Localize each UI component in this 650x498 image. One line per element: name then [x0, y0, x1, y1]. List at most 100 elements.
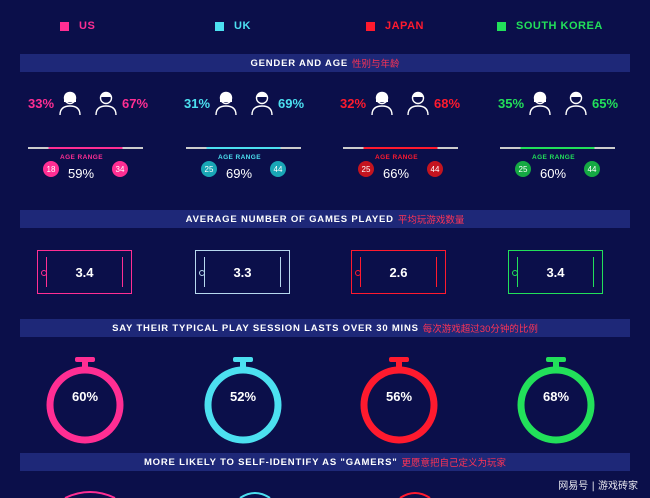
stopwatch-us: 60% — [45, 355, 125, 445]
section-header-games: AVERAGE NUMBER OF GAMES PLAYED 平均玩游戏数量 — [20, 210, 630, 228]
phone-card-south-korea: 3.4 — [508, 250, 603, 294]
age-range-label: AGE RANGE — [218, 154, 261, 161]
gender-row-uk: 31% 69% — [184, 90, 304, 116]
section-title: GENDER AND AGE — [250, 57, 349, 69]
female-person-icon — [371, 91, 393, 116]
age-max-pin: 34 — [112, 161, 128, 177]
legend-item-south-korea: SOUTH KOREA — [497, 20, 603, 32]
legend-label: JAPAN — [385, 20, 424, 32]
stopwatch-south-korea: 68% — [516, 355, 596, 445]
legend-swatch — [215, 21, 224, 31]
age-range-percent: 60% — [540, 166, 567, 181]
age-range-line — [28, 147, 143, 149]
phone-edge — [280, 257, 281, 287]
gamer-shape-uk — [239, 492, 271, 498]
age-min-pin: 25 — [201, 161, 217, 177]
male-person-icon — [565, 91, 587, 116]
age-min-pin: 18 — [43, 161, 59, 177]
male-percent: 69% — [278, 95, 305, 111]
section-title-cn: 平均玩游戏数量 — [397, 215, 465, 226]
stopwatch-icon — [46, 357, 124, 444]
legend-item-us: US — [60, 20, 95, 32]
age-range-uk: AGE RANGE 25 69% 44 — [186, 140, 326, 185]
gender-row-japan: 32% 68% — [340, 90, 460, 116]
female-percent: 33% — [28, 95, 55, 111]
phone-edge — [122, 257, 123, 287]
watermark: 网易号 | 游戏砖家 — [558, 481, 638, 492]
male-person-icon — [251, 91, 273, 116]
section-title-cn: 性别与年龄 — [352, 59, 400, 70]
legend-swatch — [60, 21, 69, 31]
gamer-shape-japan — [399, 492, 431, 498]
age-range-percent: 69% — [226, 166, 253, 181]
phone-button-icon — [355, 270, 361, 276]
age-range-south-korea: AGE RANGE 25 60% 44 — [500, 140, 640, 185]
age-range-line — [500, 147, 615, 149]
stopwatch-icon — [360, 357, 438, 444]
games-value: 2.6 — [389, 264, 408, 280]
stopwatch-japan: 56% — [359, 355, 439, 445]
age-range-us: AGE RANGE 18 59% 34 — [28, 140, 168, 185]
female-person-icon — [59, 91, 81, 116]
age-range-label: AGE RANGE — [60, 154, 103, 161]
phone-edge — [593, 257, 594, 287]
age-range-percent: 66% — [383, 166, 410, 181]
legend-swatch — [497, 21, 506, 31]
section-title-cn: 更愿意把自己定义为玩家 — [401, 458, 507, 469]
male-percent: 67% — [122, 95, 149, 111]
age-max-pin: 44 — [584, 161, 600, 177]
legend-swatch — [366, 21, 375, 31]
age-range-label: AGE RANGE — [375, 154, 418, 161]
stopwatch-icon — [204, 357, 282, 444]
female-percent: 35% — [498, 95, 525, 111]
gender-row-south-korea: 35% 65% — [498, 90, 618, 116]
age-max-pin: 44 — [427, 161, 443, 177]
female-percent: 32% — [340, 95, 367, 111]
section-title: SAY THEIR TYPICAL PLAY SESSION LASTS OVE… — [112, 322, 419, 334]
session-value: 56% — [385, 389, 413, 404]
legend-label: SOUTH KOREA — [516, 20, 603, 32]
section-title: AVERAGE NUMBER OF GAMES PLAYED — [185, 213, 394, 225]
section-title: MORE LIKELY TO SELF-IDENTIFY AS "GAMERS" — [143, 456, 398, 468]
stopwatch-uk: 52% — [203, 355, 283, 445]
section-header-gender-age: GENDER AND AGE 性别与年龄 — [20, 54, 630, 72]
legend-item-uk: UK — [215, 20, 251, 32]
male-person-icon — [407, 91, 429, 116]
games-value: 3.4 — [75, 264, 94, 280]
age-range-line — [343, 147, 458, 149]
female-person-icon — [529, 91, 551, 116]
gamer-shape-us — [64, 491, 116, 498]
age-range-percent: 59% — [68, 166, 95, 181]
session-value: 60% — [71, 389, 99, 404]
age-min-pin: 25 — [515, 161, 531, 177]
age-range-line — [186, 147, 301, 149]
male-person-icon — [95, 91, 117, 116]
stopwatch-icon — [517, 357, 595, 444]
section-header-session: SAY THEIR TYPICAL PLAY SESSION LASTS OVE… — [20, 319, 630, 337]
age-min-pin: 25 — [358, 161, 374, 177]
male-percent: 65% — [592, 95, 619, 111]
age-range-japan: AGE RANGE 25 66% 44 — [343, 140, 483, 185]
gender-row-us: 33% 67% — [28, 90, 148, 116]
female-person-icon — [215, 91, 237, 116]
phone-button-icon — [199, 270, 205, 276]
legend: US UK JAPAN SOUTH KOREA — [0, 20, 650, 40]
phone-card-uk: 3.3 — [195, 250, 290, 294]
phone-edge — [436, 257, 437, 287]
phone-button-icon — [41, 270, 47, 276]
phone-card-us: 3.4 — [37, 250, 132, 294]
games-value: 3.3 — [233, 264, 252, 280]
legend-label: UK — [234, 20, 251, 32]
section-header-gamers: MORE LIKELY TO SELF-IDENTIFY AS "GAMERS"… — [20, 453, 630, 471]
games-value: 3.4 — [546, 264, 565, 280]
legend-label: US — [79, 20, 96, 32]
male-percent: 68% — [434, 95, 461, 111]
legend-item-japan: JAPAN — [366, 20, 424, 32]
phone-button-icon — [512, 270, 518, 276]
session-value: 52% — [229, 389, 257, 404]
section-title-cn: 每次游戏超过30分钟的比例 — [422, 324, 538, 335]
age-range-label: AGE RANGE — [532, 154, 575, 161]
age-max-pin: 44 — [270, 161, 286, 177]
phone-card-japan: 2.6 — [351, 250, 446, 294]
female-percent: 31% — [184, 95, 211, 111]
